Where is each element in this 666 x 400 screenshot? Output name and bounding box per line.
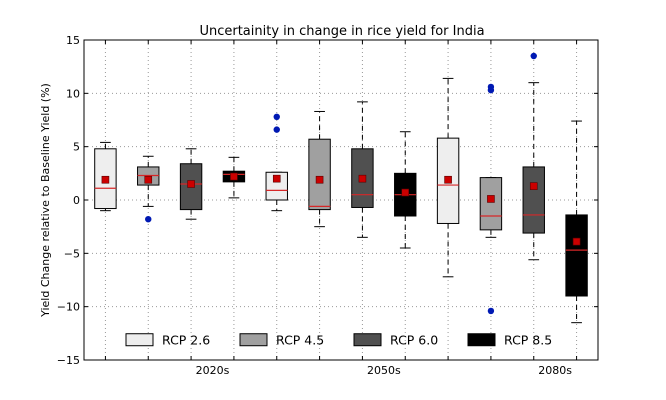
mean-marker: [187, 180, 195, 188]
outlier-point: [145, 216, 152, 223]
box-iqr: [265, 171, 288, 201]
mean-marker: [315, 175, 324, 184]
box-iqr: [522, 166, 545, 234]
box-2020s-RCP45: [137, 155, 160, 223]
mean-marker: [272, 174, 281, 183]
outlier-point: [487, 83, 495, 91]
legend-entry: RCP 6.0: [353, 333, 438, 348]
legend-entry: RCP 2.6: [125, 333, 210, 348]
legend-swatch: [125, 333, 154, 347]
mean-marker: [572, 237, 581, 246]
mean-marker: [529, 182, 538, 190]
mean-marker: [358, 174, 367, 183]
box-2080s-RCP60: [522, 52, 545, 261]
box-iqr: [565, 214, 588, 297]
legend-swatch: [467, 333, 496, 347]
y-tick-label: 15: [66, 34, 80, 47]
legend-entry: RCP 8.5: [467, 333, 552, 348]
legend-label: RCP 6.0: [390, 333, 438, 348]
outlier-point: [530, 52, 537, 60]
box-2080s-RCP85: [565, 120, 588, 324]
box-2020s-RCP85: [222, 156, 246, 199]
box-2050s-RCP60: [351, 101, 374, 238]
axis-layer: −15 −10 −5 0 5 10 15 2020s 2050s 2080s: [57, 34, 599, 377]
outlier-point: [273, 113, 280, 121]
y-tick-label: 10: [66, 87, 80, 100]
chart-title: Uncertainity in change in rice yield for…: [199, 24, 484, 39]
box-2050s-RCP45: [308, 110, 331, 228]
outlier-point: [487, 307, 495, 315]
box-layer: [94, 52, 588, 324]
mean-marker: [401, 188, 410, 197]
mean-marker: [144, 175, 153, 184]
x-group-label: 2020s: [196, 364, 230, 377]
legend-label: RCP 4.5: [276, 333, 324, 348]
legend-swatch: [353, 333, 382, 347]
y-tick-label: 5: [73, 141, 80, 154]
mean-marker: [444, 175, 452, 184]
mean-marker: [487, 195, 495, 203]
y-tick-label: −10: [57, 301, 80, 314]
y-tick-label: −5: [64, 247, 80, 260]
mean-marker: [230, 172, 238, 181]
y-tick-label: −15: [57, 354, 80, 367]
x-group-label: 2080s: [538, 364, 572, 377]
legend-swatch: [239, 333, 268, 347]
box-iqr: [479, 177, 503, 231]
legend: RCP 2.6 RCP 4.5 RCP 6.0 RCP 8.5: [125, 333, 552, 348]
box-2050s-RCP26: [265, 113, 288, 212]
box-2020s-RCP26: [94, 141, 117, 212]
y-axis-label: Yield Change relative to Baseline Yield …: [39, 83, 52, 318]
legend-label: RCP 2.6: [162, 333, 210, 348]
y-tick-label: 0: [73, 194, 80, 207]
box-2050s-RCP85: [394, 131, 417, 249]
box-iqr: [308, 138, 331, 211]
legend-label: RCP 8.5: [504, 333, 552, 348]
mean-marker: [101, 175, 110, 184]
legend-entry: RCP 4.5: [239, 333, 324, 348]
grid-layer: [84, 39, 598, 361]
outlier-point: [273, 126, 280, 133]
box-2080s-RCP26: [436, 77, 460, 278]
x-group-label: 2050s: [367, 364, 401, 377]
box-2020s-RCP60: [179, 148, 203, 220]
box-2080s-RCP45: [479, 83, 503, 315]
